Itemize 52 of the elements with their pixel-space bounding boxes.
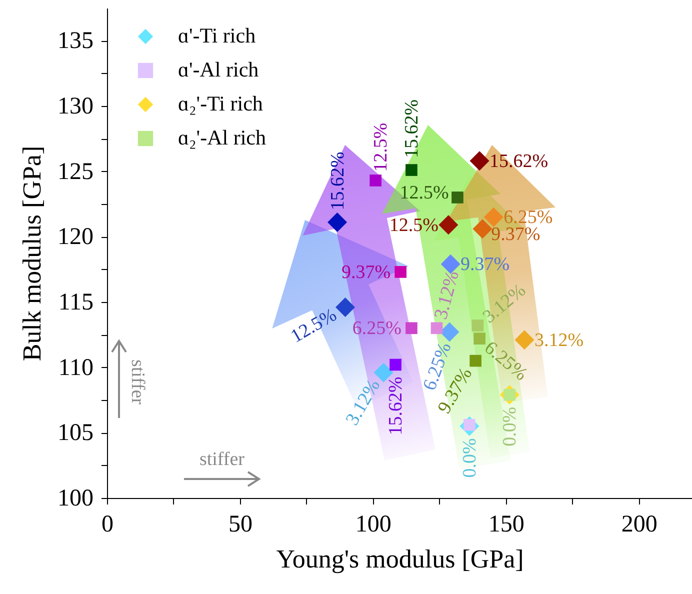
point xyxy=(406,322,418,334)
y-tick-label: 105 xyxy=(58,420,94,446)
annotation: 9.37% xyxy=(460,254,510,276)
y-tick-label: 135 xyxy=(58,28,94,54)
y-tick-label: 100 xyxy=(58,486,94,512)
annotation: 0.0% xyxy=(459,438,480,478)
annotation: 3.12% xyxy=(534,330,584,351)
annotation: 12.5% xyxy=(389,214,439,236)
point xyxy=(472,320,484,332)
point xyxy=(430,322,443,334)
legend-label: ɑ₂'-Ti rich xyxy=(178,92,264,116)
x-axis-title: Young's modulus [GPa] xyxy=(276,544,524,574)
point xyxy=(370,174,382,186)
annotation: 9.37% xyxy=(341,262,391,283)
point xyxy=(406,164,418,176)
annotation: 12.5% xyxy=(400,182,449,204)
y-tick-label: 120 xyxy=(58,224,94,250)
y-tick-label: 115 xyxy=(58,290,94,316)
y-tick-label: 125 xyxy=(58,158,94,185)
legend-label: ɑ₂'-Al rich xyxy=(178,126,266,150)
legend-label: ɑ'-Al rich xyxy=(178,58,260,82)
point xyxy=(438,215,458,235)
point xyxy=(440,254,460,274)
x-tick-label: 50 xyxy=(228,512,252,538)
annotation: stiffer xyxy=(127,359,148,406)
annotation: 15.62% xyxy=(327,152,348,210)
legend-label: ɑ'-Ti rich xyxy=(178,24,256,48)
annotation: 15.62% xyxy=(490,150,548,172)
annotation: 15.62% xyxy=(386,376,407,436)
annotation: 15.62% xyxy=(401,99,422,158)
point xyxy=(474,332,486,345)
annotation: 12.5% xyxy=(370,122,392,172)
point xyxy=(470,151,490,171)
y-tick-label: 130 xyxy=(58,94,94,120)
point xyxy=(394,266,406,278)
point xyxy=(484,207,504,227)
point xyxy=(390,358,402,371)
x-tick-label: 100 xyxy=(355,512,392,538)
annotation: 0.0% xyxy=(500,406,521,446)
annotation: 6.25% xyxy=(352,318,402,340)
x-tick-label: 150 xyxy=(488,512,524,538)
x-tick-label: 200 xyxy=(621,512,658,538)
point xyxy=(328,212,348,232)
x-tick-label: 0 xyxy=(102,512,114,538)
annotation: stiffer xyxy=(199,449,246,470)
point xyxy=(472,219,492,239)
y-tick-label: 110 xyxy=(58,354,94,381)
point xyxy=(452,192,464,204)
y-axis-title: Bulk modulus [GPa] xyxy=(18,146,46,362)
point xyxy=(336,297,355,317)
point xyxy=(470,354,482,367)
point xyxy=(440,322,460,342)
